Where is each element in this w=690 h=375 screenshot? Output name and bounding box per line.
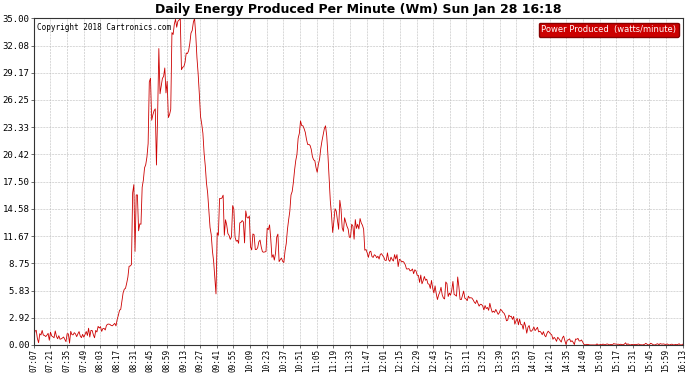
- Title: Daily Energy Produced Per Minute (Wm) Sun Jan 28 16:18: Daily Energy Produced Per Minute (Wm) Su…: [155, 3, 562, 16]
- Text: Copyright 2018 Cartronics.com: Copyright 2018 Cartronics.com: [37, 23, 171, 32]
- Legend: Power Produced  (watts/minute): Power Produced (watts/minute): [539, 22, 678, 36]
